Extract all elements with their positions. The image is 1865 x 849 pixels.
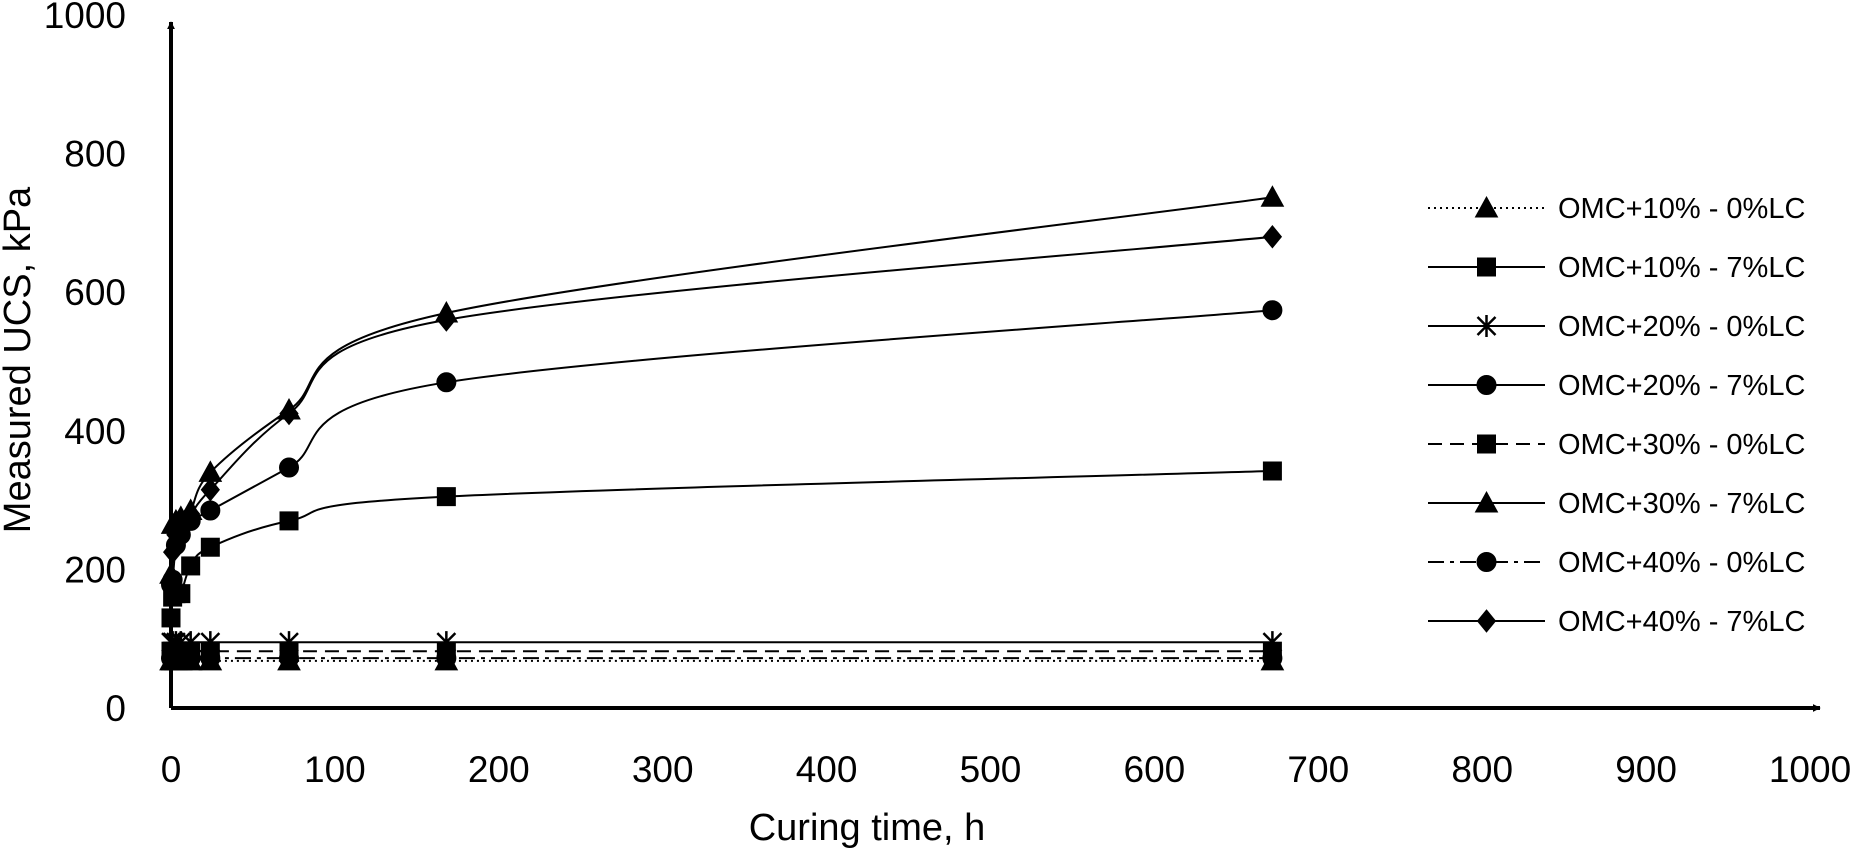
- data-point: [279, 511, 299, 531]
- data-point: [200, 500, 221, 521]
- legend-label: OMC+40% - 7%LC: [1558, 606, 1805, 638]
- data-point: [279, 648, 300, 669]
- series-1: [159, 648, 1285, 671]
- data-point: [1262, 300, 1283, 321]
- data-point: [1262, 224, 1283, 249]
- legend-item: OMC+20% - 0%LC: [1428, 311, 1805, 343]
- series-line: [170, 196, 1273, 575]
- x-tick-label: 700: [1287, 749, 1349, 790]
- legend-marker: [1477, 434, 1496, 454]
- data-point: [200, 648, 221, 669]
- x-tick-label: 200: [468, 749, 530, 790]
- data-point: [1262, 648, 1283, 669]
- data-point: [436, 308, 456, 332]
- x-axis-title: Curing time, h: [749, 807, 986, 849]
- x-tick-label: 300: [632, 749, 694, 790]
- series-7: [161, 648, 1283, 669]
- data-point: [1260, 185, 1285, 207]
- legend-marker: [1474, 195, 1499, 218]
- data-point: [436, 487, 456, 507]
- y-tick-label: 0: [105, 688, 126, 729]
- series-line: [170, 470, 1273, 618]
- legend-marker: [1476, 609, 1497, 633]
- x-tick-label: 600: [1124, 749, 1186, 790]
- legend-item: OMC+40% - 0%LC: [1428, 547, 1805, 579]
- y-tick-label: 1000: [44, 0, 126, 36]
- legend-item: OMC+40% - 7%LC: [1428, 606, 1805, 638]
- x-tick-label: 800: [1451, 749, 1513, 790]
- legend-label: OMC+20% - 7%LC: [1558, 370, 1805, 402]
- data-point: [200, 537, 220, 557]
- series-8: [161, 224, 1283, 592]
- series-layer: [159, 185, 1285, 671]
- series-4: [161, 300, 1283, 595]
- data-point: [161, 608, 181, 628]
- legend-label: OMC+10% - 0%LC: [1558, 193, 1805, 225]
- data-point: [279, 457, 300, 478]
- legend-marker: [1474, 490, 1499, 513]
- data-point: [181, 556, 201, 576]
- series-6: [159, 185, 1285, 584]
- y-tick-label: 800: [64, 134, 126, 175]
- legend-marker: [1477, 257, 1496, 277]
- data-point: [436, 648, 457, 669]
- legend-label: OMC+10% - 7%LC: [1558, 252, 1805, 284]
- x-tick-label: 500: [960, 749, 1022, 790]
- legend-item: OMC+20% - 7%LC: [1428, 370, 1805, 402]
- data-point: [162, 540, 183, 564]
- data-point: [436, 372, 457, 393]
- y-tick-label: 200: [64, 549, 126, 590]
- legend: OMC+10% - 0%LC OMC+10% - 7%LC OMC+20% - 0%…: [1428, 193, 1805, 638]
- y-tick-label: 400: [64, 411, 126, 452]
- legend-item: OMC+10% - 0%LC: [1428, 193, 1805, 225]
- data-point: [200, 477, 220, 502]
- x-tick-label: 0: [161, 749, 182, 790]
- legend-marker: [1476, 315, 1497, 337]
- legend-item: OMC+30% - 7%LC: [1428, 488, 1805, 520]
- x-tick-label: 400: [796, 749, 858, 790]
- x-tick-label: 100: [304, 749, 366, 790]
- legend-marker: [1476, 375, 1497, 395]
- series-3: [161, 631, 1283, 654]
- data-point: [1262, 461, 1282, 481]
- x-tick-label: 900: [1615, 749, 1677, 790]
- series-line: [170, 235, 1273, 580]
- legend-label: OMC+30% - 7%LC: [1558, 488, 1805, 520]
- legend-marker: [1476, 552, 1497, 572]
- y-tick-label: 600: [64, 272, 126, 313]
- legend-item: OMC+30% - 0%LC: [1428, 429, 1805, 461]
- legend-label: OMC+40% - 0%LC: [1558, 547, 1805, 579]
- x-tick-label: 1000: [1769, 749, 1851, 790]
- legend-label: OMC+20% - 0%LC: [1558, 311, 1805, 343]
- data-point: [279, 401, 299, 426]
- data-point: [180, 648, 201, 669]
- y-axis-title: Measured UCS, kPa: [0, 186, 39, 533]
- axes: 0 100 200 300 400 500 600 700 800 900 1000 0 200 400 6…: [44, 0, 1851, 790]
- data-point: [181, 502, 201, 526]
- legend-item: OMC+10% - 7%LC: [1428, 252, 1805, 284]
- series-2: [161, 461, 1282, 628]
- data-point: [161, 568, 181, 592]
- legend-label: OMC+30% - 0%LC: [1558, 429, 1805, 461]
